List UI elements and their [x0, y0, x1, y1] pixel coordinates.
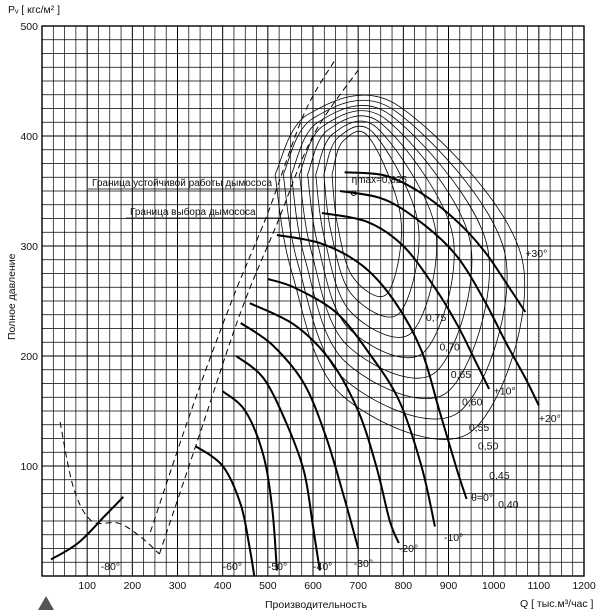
efficiency-label: 0,75	[426, 312, 447, 324]
theta-curve	[339, 190, 540, 406]
logo-triangle-icon	[38, 596, 54, 610]
x-tick-label: 600	[304, 580, 322, 592]
boundary-lines	[59, 58, 359, 555]
theta-curve-label: θ=0°	[471, 492, 493, 504]
x-tick-label: 1200	[572, 580, 596, 592]
theta-curve-label: +30°	[525, 248, 547, 260]
theta-curve-label: +10°	[494, 386, 516, 398]
eta-max-marker	[350, 190, 357, 196]
efficiency-contours	[274, 94, 526, 440]
stable-boundary-line	[149, 58, 337, 533]
efficiency-contour	[307, 115, 455, 359]
x-axis-title: Производительность	[265, 599, 367, 611]
theta-curve	[249, 302, 400, 544]
theta-curve	[240, 322, 360, 549]
theta-curve	[276, 234, 468, 500]
theta-curve	[222, 390, 278, 571]
theta-curve	[195, 445, 256, 577]
theta-curve-label: -20°	[399, 543, 418, 555]
selection-boundary-label: Граница выбора дымососа	[130, 206, 256, 218]
theta-curve-label: -40°	[313, 561, 332, 573]
x-tick-label: 100	[78, 580, 96, 592]
efficiency-label: 0,55	[469, 422, 490, 434]
theta-curve-label: -30°	[354, 558, 373, 570]
efficiency-contour	[299, 110, 473, 379]
x-tick-label: 1000	[482, 580, 506, 592]
selection-boundary-line	[158, 69, 359, 555]
x-tick-label: 400	[214, 580, 232, 592]
grid	[41, 25, 585, 577]
efficiency-label: 0,40	[498, 499, 519, 511]
efficiency-label: 0,65	[451, 369, 472, 381]
x-tick-label: 200	[124, 580, 142, 592]
efficiency-label: 0,50	[478, 441, 499, 453]
eta-max-label: ηmax=0,825	[352, 175, 408, 186]
x-unit-label: Q [ тыс.м³/час ]	[520, 598, 594, 610]
efficiency-contour	[274, 94, 526, 440]
theta-curves	[50, 171, 540, 577]
efficiency-label: 0,45	[489, 470, 510, 482]
y-tick-label: 100	[20, 461, 38, 473]
y-unit-label: Pᵥ [ кгс/м² ]	[8, 4, 60, 16]
efficiency-label: 0,70	[439, 342, 460, 354]
y-tick-label: 500	[20, 21, 38, 33]
theta-curve	[235, 355, 321, 571]
efficiency-label: 0,60	[462, 397, 483, 409]
theta-curve-label: -10°	[444, 532, 463, 544]
theta-curve	[267, 278, 436, 527]
stable-boundary-label: Граница устойчивой работы дымососа	[92, 177, 272, 189]
y-tick-label: 300	[20, 241, 38, 253]
low-flow-boundary-line	[59, 421, 160, 555]
efficiency-contour	[331, 131, 402, 297]
y-tick-label: 400	[20, 131, 38, 143]
y-tick-label: 200	[20, 351, 38, 363]
plot-frame	[41, 25, 585, 577]
theta-curve-label: +20°	[539, 413, 561, 425]
theta-curve	[321, 212, 491, 390]
x-tick-label: 700	[349, 580, 367, 592]
y-axis-title: Полное давление	[6, 253, 18, 340]
x-tick-label: 1100	[528, 580, 551, 592]
theta-curve-label: -80°	[101, 561, 120, 573]
x-tick-label: 500	[259, 580, 277, 592]
x-tick-label: 800	[395, 580, 413, 592]
efficiency-contour	[290, 105, 490, 400]
theta-curve	[50, 496, 125, 561]
x-tick-label: 300	[169, 580, 187, 592]
efficiency-contour	[282, 99, 508, 420]
x-tick-label: 900	[440, 580, 458, 592]
efficiency-contour	[323, 125, 420, 318]
theta-curve-label: -50°	[268, 561, 287, 573]
chart-labels: 100 200 300 400 500 600 700 800 900 1000 1100 1200 1…	[20, 21, 595, 592]
theta-curve	[344, 171, 527, 313]
theta-curve-label: -60°	[223, 561, 242, 573]
